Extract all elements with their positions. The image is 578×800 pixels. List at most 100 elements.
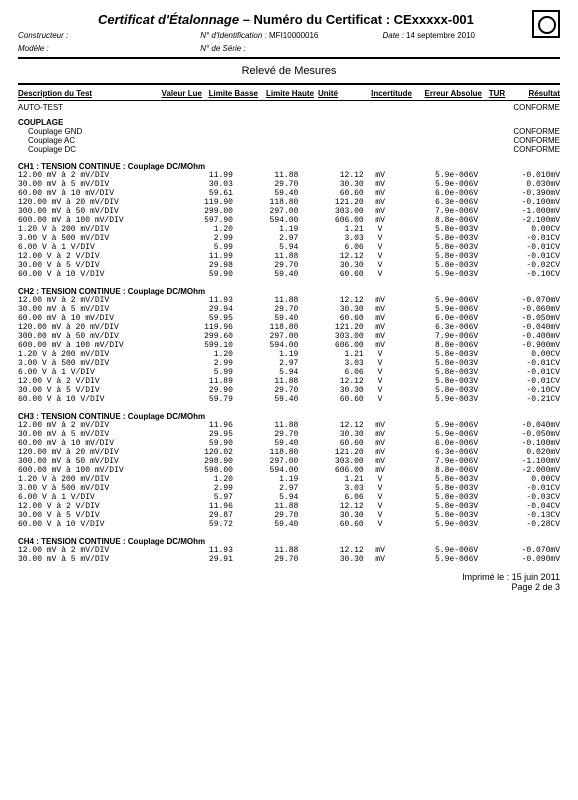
cell-limite-basse: 1.19 <box>233 475 298 484</box>
col-limite-basse: Limite Basse <box>202 89 258 98</box>
cell-erreur: -0.10CV <box>478 386 560 395</box>
cell-erreur: 0.00CV <box>478 225 560 234</box>
couplage-item-result: CONFORME <box>513 145 560 154</box>
cell-limite-haute: 3.03 <box>298 359 363 368</box>
couplage-item-label: Couplage GND <box>28 127 82 136</box>
table-row: 60.00 V à 10 V/DIV59.9059.4060.60V5.9e-0… <box>18 270 560 279</box>
cell-limite-haute: 12.12 <box>298 377 363 386</box>
table-row: 60.00 mV à 10 mV/DIV59.9559.4060.60mV6.0… <box>18 314 560 323</box>
cell-incertitude: 5.8e-003V <box>396 368 478 377</box>
ident-value: MFI10000016 <box>269 31 318 40</box>
cell-limite-haute: 60.60 <box>298 270 363 279</box>
cell-incertitude: 5.9e-006V <box>396 171 478 180</box>
cell-desc: 1.20 V à 200 mV/DIV <box>18 475 168 484</box>
cell-erreur: -0.050mV <box>478 314 560 323</box>
cell-desc: 30.00 V à 5 V/DIV <box>18 386 168 395</box>
cell-incertitude: 5.8e-003V <box>396 261 478 270</box>
cell-incertitude: 5.9e-006V <box>396 305 478 314</box>
cell-valeur-lue: 597.90 <box>168 216 233 225</box>
table-row: 30.00 V à 5 V/DIV29.9029.7030.30V5.8e-00… <box>18 386 560 395</box>
cell-incertitude: 5.9e-006V <box>396 180 478 189</box>
cell-erreur: 0.00CV <box>478 475 560 484</box>
cell-unite: mV <box>364 314 397 323</box>
cell-erreur: -0.070mV <box>478 296 560 305</box>
cell-incertitude: 7.9e-006V <box>396 207 478 216</box>
cell-desc: 30.00 mV à 5 mV/DIV <box>18 430 168 439</box>
cell-erreur: -0.010mV <box>478 171 560 180</box>
cell-unite: V <box>364 520 397 529</box>
cell-valeur-lue: 5.99 <box>168 368 233 377</box>
cell-erreur: -1.100mV <box>478 457 560 466</box>
cell-erreur: 0.030mV <box>478 180 560 189</box>
cell-valeur-lue: 5.99 <box>168 243 233 252</box>
cell-limite-haute: 12.12 <box>298 252 363 261</box>
cell-desc: 60.00 V à 10 V/DIV <box>18 270 168 279</box>
cell-unite: mV <box>364 296 397 305</box>
cell-limite-haute: 303.00 <box>298 207 363 216</box>
cell-limite-haute: 1.21 <box>298 225 363 234</box>
printed-label: Imprimé le : <box>462 572 509 582</box>
cell-valeur-lue: 11.99 <box>168 171 233 180</box>
cell-unite: V <box>364 252 397 261</box>
table-row: 60.00 mV à 10 mV/DIV59.9059.4060.60mV6.0… <box>18 439 560 448</box>
cell-erreur: -0.070mV <box>478 546 560 555</box>
cell-erreur: -0.01CV <box>478 484 560 493</box>
cell-valeur-lue: 59.79 <box>168 395 233 404</box>
table-row: 600.00 mV à 100 mV/DIV598.00594.00606.00… <box>18 466 560 475</box>
cell-valeur-lue: 1.20 <box>168 350 233 359</box>
cell-unite: V <box>364 368 397 377</box>
cell-limite-basse: 118.80 <box>233 323 298 332</box>
cell-limite-haute: 303.00 <box>298 457 363 466</box>
measurement-table: 12.00 mV à 2 mV/DIV11.9311.8812.12mV5.9e… <box>18 546 560 564</box>
cell-limite-haute: 121.20 <box>298 448 363 457</box>
cell-limite-basse: 11.88 <box>233 296 298 305</box>
table-row: 6.00 V à 1 V/DIV5.995.946.06V5.8e-003V-0… <box>18 368 560 377</box>
cell-limite-haute: 30.30 <box>298 511 363 520</box>
table-row: 300.00 mV à 50 mV/DIV299.60297.00303.00m… <box>18 332 560 341</box>
cell-incertitude: 5.9e-003V <box>396 395 478 404</box>
cell-desc: 12.00 mV à 2 mV/DIV <box>18 296 168 305</box>
cell-erreur: -0.01CV <box>478 359 560 368</box>
cell-incertitude: 5.8e-003V <box>396 475 478 484</box>
cell-incertitude: 7.9e-006V <box>396 457 478 466</box>
cell-unite: mV <box>364 341 397 350</box>
cell-valeur-lue: 119.96 <box>168 323 233 332</box>
cell-erreur: -0.400mV <box>478 332 560 341</box>
cell-unite: V <box>364 484 397 493</box>
table-row: 30.00 V à 5 V/DIV29.8729.7030.30V5.8e-00… <box>18 511 560 520</box>
cell-valeur-lue: 11.96 <box>168 502 233 511</box>
cell-desc: 300.00 mV à 50 mV/DIV <box>18 332 168 341</box>
cell-unite: V <box>364 511 397 520</box>
table-row: 12.00 mV à 2 mV/DIV11.9611.8812.12mV5.9e… <box>18 421 560 430</box>
cell-limite-basse: 1.19 <box>233 350 298 359</box>
cell-erreur: -0.01CV <box>478 243 560 252</box>
cell-valeur-lue: 5.97 <box>168 493 233 502</box>
cell-desc: 60.00 V à 10 V/DIV <box>18 520 168 529</box>
table-row: 12.00 mV à 2 mV/DIV11.9311.8812.12mV5.9e… <box>18 546 560 555</box>
cell-desc: 300.00 mV à 50 mV/DIV <box>18 207 168 216</box>
cell-desc: 1.20 V à 200 mV/DIV <box>18 225 168 234</box>
cell-desc: 12.00 V à 2 V/DIV <box>18 377 168 386</box>
cell-unite: mV <box>364 457 397 466</box>
cell-limite-basse: 5.94 <box>233 493 298 502</box>
cell-limite-basse: 2.97 <box>233 359 298 368</box>
cell-desc: 30.00 V à 5 V/DIV <box>18 511 168 520</box>
cell-erreur: -0.02CV <box>478 261 560 270</box>
cell-valeur-lue: 29.91 <box>168 555 233 564</box>
table-row: 3.00 V à 500 mV/DIV2.992.973.03V5.8e-003… <box>18 484 560 493</box>
cell-desc: 12.00 V à 2 V/DIV <box>18 252 168 261</box>
cell-desc: 12.00 mV à 2 mV/DIV <box>18 421 168 430</box>
cell-incertitude: 8.8e-006V <box>396 341 478 350</box>
cell-limite-basse: 29.70 <box>233 305 298 314</box>
cell-limite-haute: 30.30 <box>298 261 363 270</box>
cell-desc: 3.00 V à 500 mV/DIV <box>18 484 168 493</box>
cell-incertitude: 6.3e-006V <box>396 198 478 207</box>
cell-limite-basse: 29.70 <box>233 386 298 395</box>
cell-limite-haute: 606.00 <box>298 216 363 225</box>
cell-erreur: -1.000mV <box>478 207 560 216</box>
cell-limite-haute: 121.20 <box>298 198 363 207</box>
cell-limite-basse: 297.00 <box>233 457 298 466</box>
cell-incertitude: 6.0e-006V <box>396 439 478 448</box>
cell-erreur: -0.060mV <box>478 305 560 314</box>
cell-limite-basse: 59.40 <box>233 314 298 323</box>
